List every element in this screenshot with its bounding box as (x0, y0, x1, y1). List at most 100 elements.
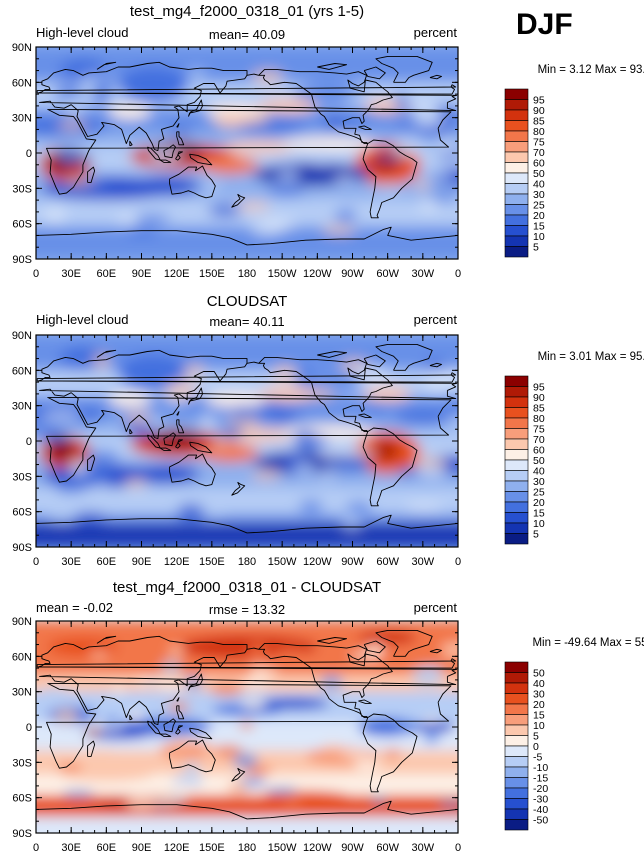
coastline (169, 453, 216, 487)
cloud-feature (47, 505, 78, 523)
colorbar-label: 70 (533, 434, 545, 446)
cloud-feature (354, 760, 382, 771)
coastline (36, 84, 457, 95)
coastline (375, 55, 433, 83)
colorbar-swatch (504, 214, 529, 226)
lon-tick-label: 90W (341, 842, 364, 854)
colorbar-label: 60 (533, 445, 545, 457)
season-label: DJF (516, 8, 573, 41)
map-field (36, 335, 458, 547)
colorbar-swatch (504, 120, 529, 132)
cloud-feature (293, 460, 316, 478)
colorbar-label: 80 (533, 126, 545, 138)
cloud-feature (414, 179, 430, 191)
coastline (36, 658, 457, 669)
coastline (169, 165, 216, 199)
cloud-feature (44, 430, 70, 444)
coastline (129, 428, 133, 435)
cloud-feature (422, 695, 445, 705)
cloud-feature (244, 151, 268, 161)
panel-units-label: percent (414, 25, 458, 40)
lat-tick-label: 60S (12, 793, 32, 805)
coastline (36, 372, 457, 383)
lon-tick-label: 120W (303, 842, 332, 854)
cloud-feature (53, 708, 80, 724)
axes (35, 334, 459, 548)
cloud-feature (364, 386, 412, 401)
colorbar-label: 15 (533, 710, 545, 722)
lon-tick-label: 30W (412, 556, 435, 568)
colorbar-swatch (504, 777, 529, 789)
lon-tick-label: 60W (376, 556, 399, 568)
cloud-feature (393, 146, 418, 157)
map-field (36, 47, 458, 259)
cloud-feature (129, 464, 201, 484)
cloud-feature (166, 701, 190, 712)
cloud-feature (338, 448, 376, 458)
lat-tick-label: 90N (12, 616, 32, 628)
cloud-feature (315, 445, 346, 458)
cloud-feature (258, 98, 318, 113)
coastline (429, 362, 443, 368)
cloud-feature (367, 784, 393, 796)
cloud-feature (108, 104, 151, 119)
coastline (176, 419, 185, 434)
panel-mean-label: rmse = 13.32 (209, 602, 285, 617)
cloud-feature (431, 194, 457, 203)
cloud-feature (298, 499, 324, 512)
cloud-feature (102, 715, 121, 728)
colorbar-swatch (504, 661, 529, 673)
cloud-feature (322, 224, 356, 235)
cloud-feature (436, 150, 458, 159)
colorbar-label: 20 (533, 497, 545, 509)
lat-tick-label: 60S (12, 219, 32, 231)
colorbar-label: 40 (533, 678, 545, 690)
coastline (317, 63, 348, 70)
panel-minmax: Min = -49.64 Max = 55.07 (532, 637, 644, 649)
lat-tick-label: 0 (26, 148, 32, 160)
cloud-feature (155, 793, 177, 808)
lat-tick-label: 90S (12, 828, 32, 840)
colorbar-label: -40 (533, 804, 548, 816)
cloud-feature (276, 168, 300, 185)
cloud-feature (129, 176, 201, 196)
colorbar-swatch (504, 491, 529, 503)
lat-tick-label: 90N (12, 42, 32, 54)
coastline (129, 140, 133, 147)
cloud-feature (311, 197, 346, 215)
cloud-feature (59, 767, 154, 782)
cloud-feature (163, 491, 180, 509)
colorbar-label: 15 (533, 508, 545, 520)
coastline (375, 629, 433, 657)
lon-tick-label: 150W (268, 268, 297, 280)
coastlines (36, 343, 458, 534)
colorbar-swatch (504, 417, 529, 429)
coastline (358, 125, 372, 130)
cloud-feature (205, 392, 265, 407)
colorbar-swatch (504, 151, 529, 163)
lon-tick-label: 120E (164, 268, 190, 280)
cloud-feature (159, 675, 184, 692)
colorbar-swatch (504, 162, 529, 174)
coastline (246, 356, 393, 433)
cloud-feature (393, 93, 410, 110)
cloud-feature (223, 141, 294, 153)
colorbar-swatch (504, 375, 529, 387)
coastline (176, 697, 180, 702)
cloud-feature (91, 482, 111, 498)
cloud-feature (56, 151, 93, 166)
colorbar-swatch (504, 183, 529, 195)
colorbar-label: 75 (533, 424, 545, 436)
lon-tick-label: 150W (268, 556, 297, 568)
cloud-feature (413, 111, 446, 128)
cloud-feature (393, 410, 453, 425)
lat-tick-label: 90S (12, 542, 32, 554)
lon-tick-label: 90E (132, 268, 152, 280)
cloud-feature (323, 114, 342, 129)
colorbar-swatch (504, 703, 529, 715)
cloud-feature (214, 744, 244, 759)
lon-tick-label: 60W (376, 842, 399, 854)
cloud-feature (340, 750, 369, 758)
cloud-feature (208, 203, 243, 218)
